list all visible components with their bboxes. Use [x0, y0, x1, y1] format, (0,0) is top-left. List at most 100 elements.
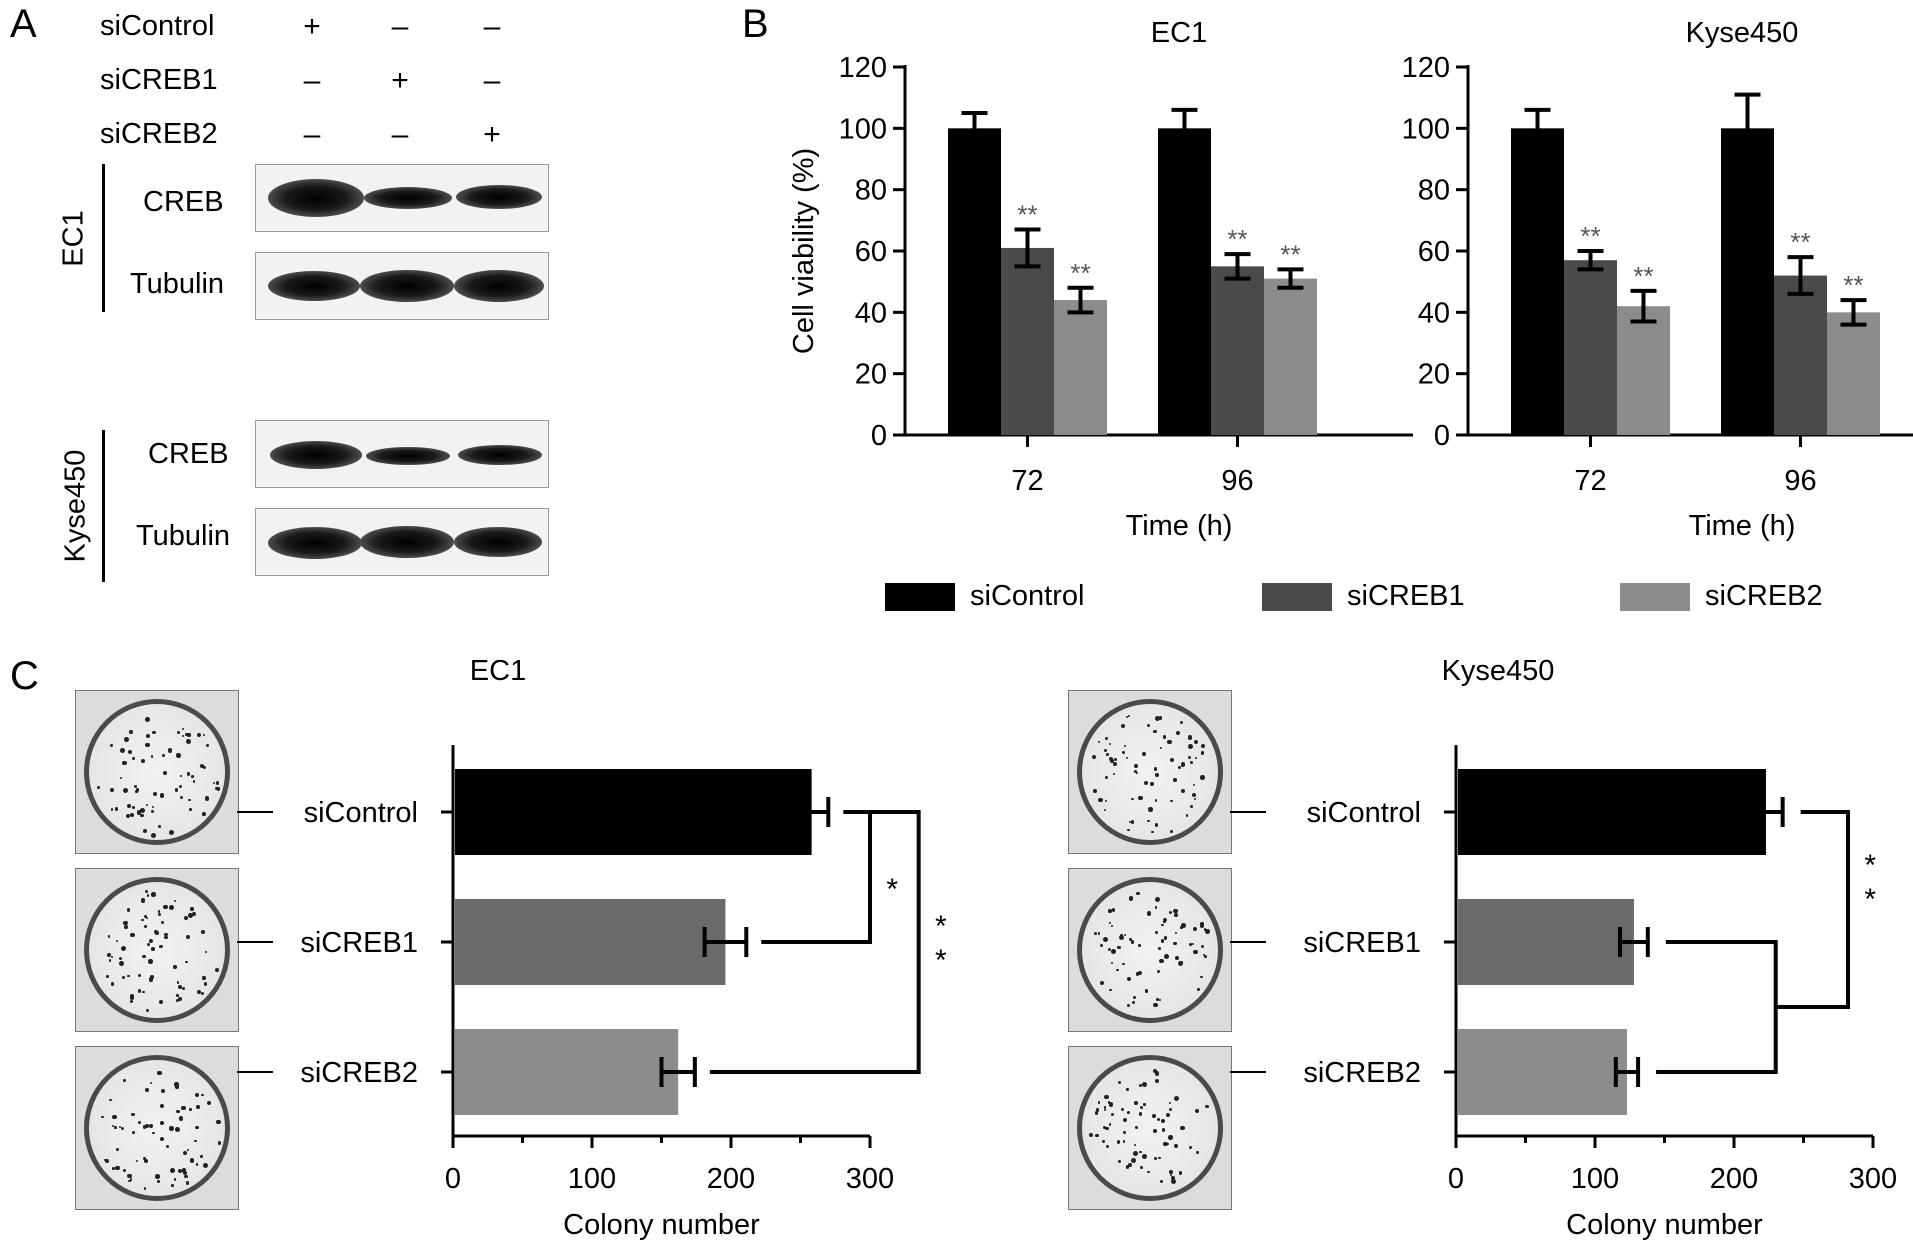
colony-dot	[1192, 783, 1195, 787]
condition-label-sicreb2: siCREB2	[100, 118, 218, 150]
colony-dot	[185, 739, 191, 745]
colony-dot	[142, 954, 146, 959]
colony-dot	[130, 932, 135, 938]
colony-dot	[150, 810, 155, 814]
colony-dot	[1123, 933, 1127, 937]
colony-dot	[1108, 743, 1111, 746]
colony-dot	[1095, 1108, 1100, 1112]
colony-dot	[124, 736, 130, 742]
colony-dot	[145, 742, 150, 748]
bar-c1-siCREB1-72	[1564, 260, 1617, 435]
colony-dot	[1199, 975, 1203, 979]
colony-dot	[190, 907, 194, 911]
colony-dot	[1176, 730, 1181, 735]
colony-dot	[1153, 767, 1157, 771]
colony-dot	[1154, 799, 1158, 802]
colony-dot	[1171, 1178, 1177, 1184]
colony-dot	[1189, 804, 1193, 808]
colony-dot	[150, 974, 155, 979]
colony-dot	[1143, 1103, 1146, 1106]
colony-dot	[1108, 988, 1112, 992]
colony-dot	[104, 1159, 107, 1162]
colony-dot	[1195, 756, 1198, 760]
colony-dot	[1143, 780, 1148, 785]
colony-dot	[1094, 932, 1097, 935]
colony-dot	[1108, 909, 1112, 913]
colony-dot	[1097, 932, 1101, 935]
colony-dot	[1167, 1142, 1170, 1145]
colony-dot	[1173, 941, 1177, 946]
colony-dot	[1180, 762, 1186, 767]
colony-dot	[1144, 989, 1149, 993]
colony-dot	[110, 808, 113, 811]
colony-dot	[144, 1159, 148, 1164]
colony-dot	[140, 918, 144, 922]
colony-dot	[151, 832, 156, 838]
colony-dot	[1112, 772, 1116, 776]
colony-dot	[195, 1125, 199, 1130]
colony-dot	[176, 731, 181, 735]
colony-dot	[1200, 775, 1205, 780]
significance-c0: **	[1017, 200, 1037, 230]
colony-dot	[1181, 788, 1185, 793]
colony-dot	[1173, 1096, 1179, 1102]
colony-dot	[1164, 953, 1169, 959]
y-tick-label-c1: 60	[1418, 236, 1450, 268]
colony-dot	[1167, 1135, 1173, 1140]
colony-dot	[1169, 1170, 1174, 1175]
colony-dot	[1203, 955, 1207, 959]
colony-dot	[1111, 908, 1116, 912]
colony-dot	[200, 991, 204, 995]
y-tick-label-c0: 80	[855, 175, 887, 207]
colony-dot	[160, 1088, 165, 1093]
condition-label-sicontrol: siControl	[100, 10, 215, 42]
chart-title-c3: Kyse450	[1442, 655, 1555, 687]
colony-dot	[159, 1104, 164, 1109]
colony-dot	[173, 965, 177, 969]
colony-dot	[1161, 923, 1164, 926]
y-tick-label-c0: 60	[855, 236, 887, 268]
colony-dot	[1134, 1143, 1137, 1147]
colony-dot	[1139, 1165, 1143, 1169]
colony-dot	[145, 717, 151, 723]
colony-dot	[180, 796, 184, 800]
colony-dot	[1142, 1081, 1147, 1087]
x-axis-label-c0: Time (h)	[1126, 510, 1233, 542]
colony-dot	[1205, 1104, 1209, 1108]
colony-dot	[1106, 1145, 1110, 1149]
colony-dot	[1091, 754, 1097, 760]
colony-dot	[1154, 1078, 1159, 1083]
colony-dot	[163, 904, 168, 910]
significance-c1: **	[1633, 261, 1653, 291]
significance-c1: **	[1790, 227, 1810, 257]
colony-dot	[189, 1108, 193, 1111]
colony-dot	[146, 916, 149, 919]
band-kyse450-creb-3	[458, 445, 542, 465]
colony-dot	[1130, 820, 1135, 824]
colony-dot	[1104, 809, 1107, 812]
colony-dot	[174, 1082, 179, 1087]
band-ec1-creb-1	[268, 179, 364, 217]
colony-dot	[123, 920, 128, 926]
colony-dot	[1152, 1129, 1157, 1133]
colony-dot	[170, 1167, 175, 1173]
colony-dot	[136, 1160, 139, 1163]
colony-dot	[1167, 739, 1172, 745]
colony-dot	[1192, 926, 1197, 931]
colony-dot	[1131, 797, 1134, 801]
colony-dot	[176, 753, 181, 758]
band-ec1-creb-2	[364, 187, 452, 209]
colony-dot	[186, 934, 190, 939]
y-tick-label-c1: 20	[1418, 359, 1450, 391]
colony-dot	[165, 1145, 169, 1149]
colony-dish-ec1-sicreb1	[75, 868, 239, 1032]
colony-dot	[1173, 909, 1178, 914]
bar-c1-siCREB1-96	[1774, 275, 1827, 435]
colony-dot	[1191, 792, 1196, 797]
band-kyse450-creb-2	[366, 447, 450, 465]
colony-dot	[1160, 1180, 1164, 1184]
colony-dot	[162, 753, 166, 757]
colony-dot	[216, 1119, 221, 1125]
colony-dot	[1135, 972, 1139, 976]
significance-c0: **	[1070, 258, 1090, 288]
